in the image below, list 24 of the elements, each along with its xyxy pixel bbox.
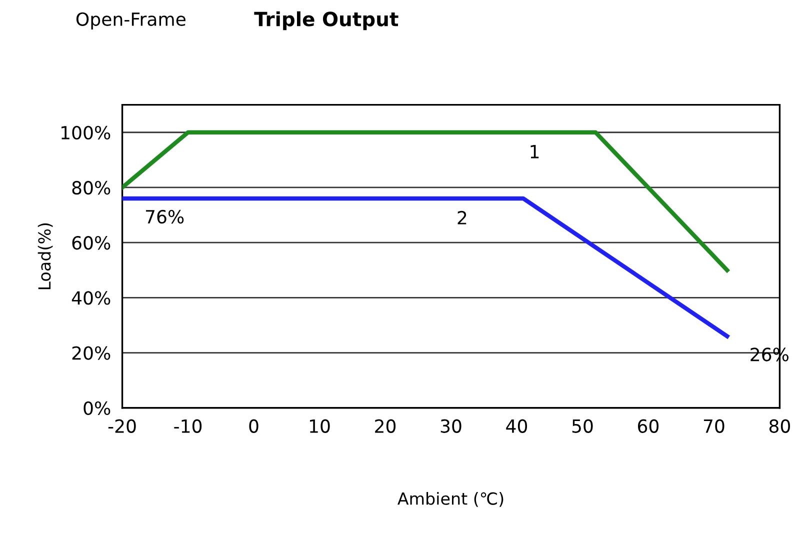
x-tick-label: 30 — [440, 419, 462, 433]
x-tick-label: 40 — [506, 419, 528, 433]
x-tick-label: 10 — [310, 419, 330, 433]
annotation: 76% — [146, 210, 184, 224]
y-tick-label: 40% — [72, 291, 110, 305]
x-tick-label: 20 — [375, 419, 396, 433]
series-label: 1 — [530, 145, 539, 158]
x-tick-label: -20 — [108, 419, 136, 433]
y-tick-label: 20% — [72, 346, 110, 360]
x-tick-label: 80 — [769, 419, 790, 433]
y-tick-label: 0% — [84, 401, 110, 415]
y-tick-label: 100% — [62, 126, 110, 140]
x-tick-label: 70 — [704, 419, 724, 433]
chart-subtitle: Open-Frame — [76, 12, 186, 30]
x-axis-title: Ambient (℃) — [398, 492, 504, 507]
x-tick-label: 50 — [572, 419, 593, 433]
chart-title: Triple Output — [254, 11, 398, 30]
x-tick-label: 60 — [638, 419, 659, 433]
y-tick-label: 60% — [72, 236, 110, 250]
x-tick-label: -10 — [174, 419, 202, 433]
x-tick-label: 0 — [249, 419, 258, 433]
y-tick-label: 80% — [72, 180, 110, 195]
y-axis-title: Load(%) — [38, 223, 53, 290]
series-label: 2 — [458, 210, 466, 224]
